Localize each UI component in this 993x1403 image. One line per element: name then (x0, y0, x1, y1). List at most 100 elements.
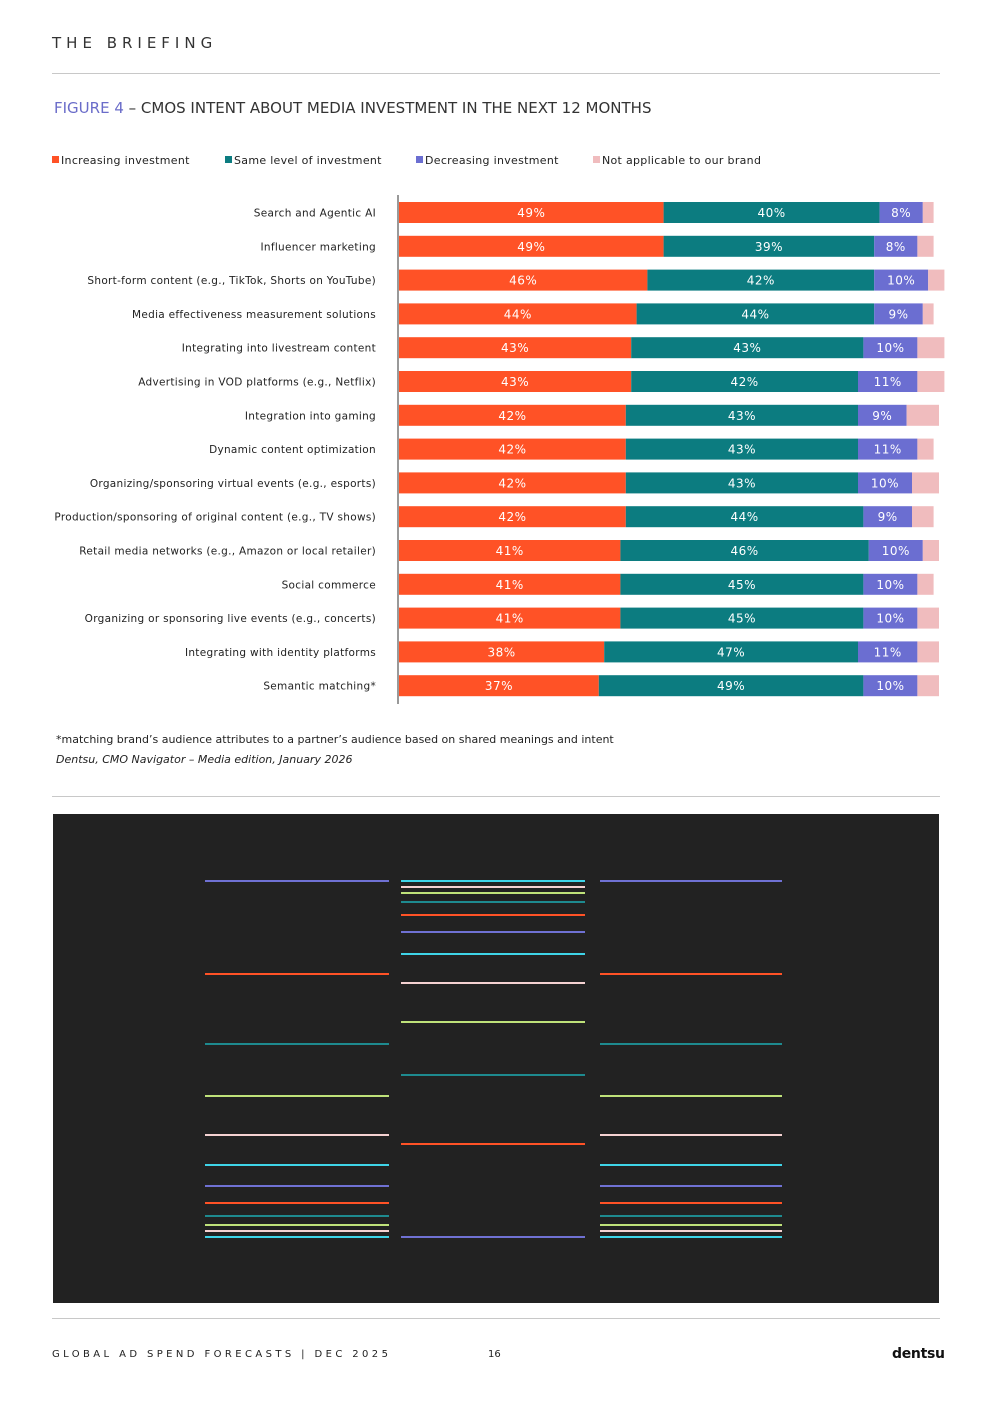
legend-swatch-increasing (52, 156, 59, 163)
data-label-same: 39% (755, 240, 783, 254)
data-label-increasing: 41% (496, 612, 524, 626)
footer-page-number: 16 (488, 1349, 501, 1360)
category-label: Short-form content (e.g., TikTok, Shorts… (87, 275, 376, 287)
data-label-increasing: 42% (498, 409, 526, 423)
data-label-decreasing: 11% (874, 645, 902, 659)
category-label: Social commerce (282, 579, 376, 591)
data-label-increasing: 41% (496, 544, 524, 558)
bar-segment-na (917, 675, 939, 697)
bar-segment-decreasing (863, 506, 912, 528)
figure-number: FIGURE 4 (54, 99, 124, 117)
data-label-decreasing: 9% (878, 510, 898, 524)
figure-title-text: CMOS INTENT ABOUT MEDIA INVESTMENT IN TH… (140, 99, 652, 117)
data-label-increasing: 46% (509, 274, 537, 288)
data-label-same: 47% (717, 645, 745, 659)
bar-segment-same (620, 607, 864, 629)
bar-segment-na (912, 472, 939, 494)
bar-segment-na (917, 337, 945, 359)
legend-swatch-na (593, 156, 600, 163)
bar-segment-increasing (399, 438, 626, 460)
legend-label-same: Same level of investment (234, 154, 382, 167)
legend-swatch-same (225, 156, 232, 163)
legend-item-na: Not applicable to our brand (593, 154, 761, 167)
data-label-same: 45% (728, 578, 756, 592)
data-label-decreasing: 11% (874, 375, 902, 389)
category-label: Integrating with identity platforms (185, 647, 376, 659)
bar-segment-increasing (399, 269, 648, 291)
bar-segment-na (917, 607, 939, 629)
data-label-same: 43% (733, 341, 761, 355)
data-label-increasing: 42% (498, 476, 526, 490)
data-label-decreasing: 10% (871, 476, 899, 490)
data-label-decreasing: 10% (887, 274, 915, 288)
bar-segment-increasing (399, 641, 605, 663)
category-label: Dynamic content optimization (209, 444, 376, 456)
data-label-decreasing: 9% (872, 409, 892, 423)
bar-segment-decreasing (868, 540, 923, 561)
bar-segment-same (604, 641, 858, 663)
category-label: Organizing/sponsoring virtual events (e.… (90, 478, 376, 490)
figure-title: FIGURE 4 – CMOS INTENT ABOUT MEDIA INVES… (54, 99, 651, 117)
data-label-decreasing: 10% (882, 544, 910, 558)
data-label-decreasing: 10% (876, 341, 904, 355)
bar-segment-na (906, 404, 939, 426)
bar-segment-increasing (399, 506, 626, 528)
bar-segment-decreasing (858, 438, 918, 460)
header-divider (52, 73, 940, 74)
bar-segment-increasing (399, 404, 626, 426)
bar-segment-na (917, 371, 945, 392)
category-label: Semantic matching* (263, 681, 376, 693)
bar-segment-decreasing (863, 607, 918, 629)
bar-segment-na (917, 573, 934, 595)
data-label-increasing: 38% (488, 645, 516, 659)
data-label-increasing: 41% (496, 578, 524, 592)
data-label-increasing: 42% (498, 443, 526, 457)
page-header-title: THE BRIEFING (52, 34, 218, 52)
bar-segment-same (620, 573, 864, 595)
bar-segment-same (631, 337, 864, 359)
data-label-increasing: 44% (504, 307, 532, 321)
legend-item-decreasing: Decreasing investment (416, 154, 559, 167)
section-divider (52, 796, 940, 797)
bar-segment-increasing (399, 472, 626, 494)
category-label: Advertising in VOD platforms (e.g., Netf… (138, 377, 376, 389)
bar-segment-na (922, 540, 939, 561)
bar-segment-same (625, 472, 858, 494)
animated-graphic-panel (53, 814, 939, 1303)
footer-publication: GLOBAL AD SPEND FORECASTS | DEC 2025 (52, 1349, 392, 1360)
bar-segment-decreasing (858, 641, 918, 663)
data-label-increasing: 42% (498, 510, 526, 524)
bar-segment-na (917, 438, 934, 460)
data-label-increasing: 43% (501, 375, 529, 389)
footer-divider (52, 1318, 940, 1319)
line-graphic (205, 880, 782, 1238)
bar-segment-same (647, 269, 875, 291)
bar-segment-na (917, 235, 934, 257)
bar-segment-decreasing (874, 303, 923, 325)
legend-label-na: Not applicable to our brand (602, 154, 762, 167)
bar-segment-na (912, 506, 934, 528)
legend-item-increasing: Increasing investment (52, 154, 190, 167)
bar-segment-na (928, 269, 945, 291)
category-label: Search and Agentic AI (254, 208, 376, 220)
bar-segment-decreasing (858, 472, 912, 494)
bar-segment-same (631, 371, 858, 392)
bar-segment-decreasing (879, 202, 923, 223)
bar-segment-increasing (399, 202, 664, 223)
bar-segment-increasing (399, 371, 632, 392)
data-label-decreasing: 10% (876, 679, 904, 693)
data-label-decreasing: 9% (888, 307, 908, 321)
legend-label-decreasing: Decreasing investment (425, 154, 559, 167)
bar-segment-same (598, 675, 864, 697)
bar-segment-increasing (399, 303, 637, 325)
bar-segment-decreasing (858, 371, 918, 392)
stacked-bar-chart: Search and Agentic AI 49% 40% 8% Influencer … (54, 195, 945, 704)
chart-source: Dentsu, CMO Navigator – Media edition, J… (56, 753, 353, 766)
data-label-same: 44% (731, 510, 759, 524)
bar-segment-same (620, 540, 869, 561)
bar-segment-increasing (399, 675, 599, 697)
category-label: Media effectiveness measurement solution… (132, 309, 376, 321)
bar-segment-decreasing (874, 269, 929, 291)
category-label: Production/sponsoring of original conten… (54, 512, 376, 524)
data-label-increasing: 49% (517, 240, 545, 254)
